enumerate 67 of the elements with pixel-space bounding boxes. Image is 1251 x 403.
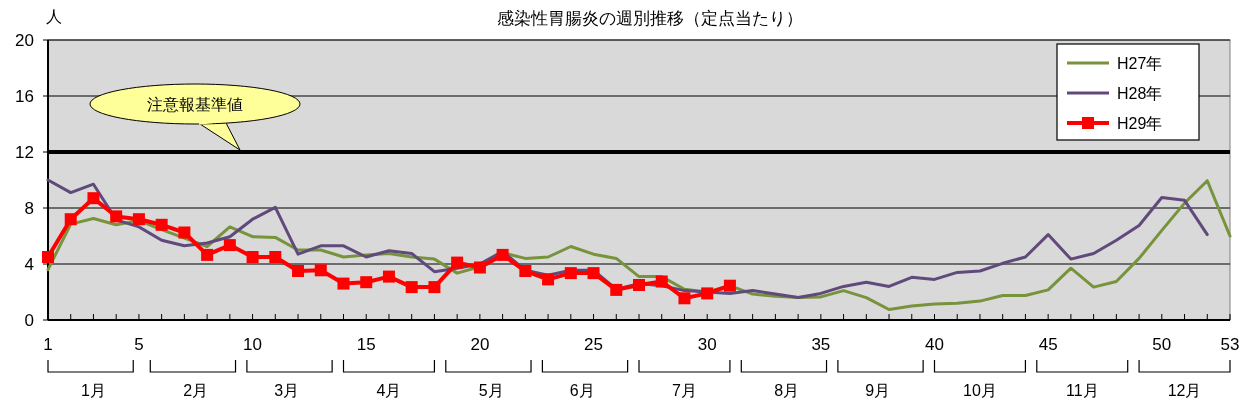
legend-label: H28年 xyxy=(1117,85,1163,102)
x-tick-label: 53 xyxy=(1220,335,1240,354)
y-tick-label: 12 xyxy=(15,143,34,162)
x-tick-label: 1 xyxy=(43,335,53,354)
point xyxy=(723,279,736,292)
text: 10月 xyxy=(963,382,997,399)
point xyxy=(542,273,555,286)
point xyxy=(360,276,373,289)
x-tick-label: 40 xyxy=(925,335,944,354)
x-tick-label: 35 xyxy=(811,335,831,354)
x-tick-label: 5 xyxy=(134,335,144,354)
y-tick-label: 20 xyxy=(15,31,34,50)
point xyxy=(87,192,100,205)
point xyxy=(564,267,577,280)
ref-line-label: 注意報基準値 xyxy=(147,96,243,113)
point xyxy=(678,292,691,305)
x-tick-label: 15 xyxy=(356,335,376,354)
text: 6月 xyxy=(569,382,595,399)
x-tick-label: 10 xyxy=(243,335,263,354)
point xyxy=(337,277,350,290)
text: 12月 xyxy=(1167,382,1202,399)
legend-label: H29年 xyxy=(1117,115,1163,132)
y-tick-label: 4 xyxy=(24,255,34,274)
text: 5月 xyxy=(478,382,504,399)
text: 9月 xyxy=(865,382,891,399)
text: 7月 xyxy=(672,382,697,399)
point xyxy=(473,261,486,274)
point xyxy=(655,275,668,288)
point xyxy=(382,270,395,283)
text: 8月 xyxy=(774,382,800,399)
x-tick-label: 20 xyxy=(470,335,490,354)
point xyxy=(64,213,77,226)
point xyxy=(587,267,600,280)
point xyxy=(610,283,623,296)
point xyxy=(428,281,441,294)
point xyxy=(42,251,54,263)
point xyxy=(292,265,305,277)
x-tick-label: 25 xyxy=(584,335,603,354)
y-tick-label: 16 xyxy=(15,87,34,106)
point xyxy=(451,256,464,269)
text: 4月 xyxy=(376,382,402,399)
point xyxy=(633,279,645,291)
point xyxy=(178,226,191,239)
chart-title: 感染性胃腸炎の週別推移（定点当たり） xyxy=(497,9,803,28)
point xyxy=(223,239,236,252)
y-tick-label: 0 xyxy=(24,311,34,330)
y-tick-label: 8 xyxy=(24,199,34,218)
point xyxy=(155,218,168,231)
point xyxy=(269,251,282,263)
legend-label: H27年 xyxy=(1117,55,1163,72)
x-tick-label: 45 xyxy=(1038,335,1058,354)
text: 11月 xyxy=(1065,382,1099,399)
x-tick-label: 30 xyxy=(697,335,717,354)
point xyxy=(132,213,145,226)
point xyxy=(110,210,123,223)
point xyxy=(201,248,214,261)
x-tick-label: 50 xyxy=(1152,335,1172,354)
text: 2月 xyxy=(183,382,209,399)
point xyxy=(246,251,259,263)
y-axis-title: 人 xyxy=(46,8,62,25)
text: 3月 xyxy=(274,382,300,399)
point xyxy=(405,281,418,294)
point xyxy=(519,265,532,277)
point xyxy=(314,264,327,277)
text: 1月 xyxy=(81,382,106,399)
point xyxy=(496,248,509,261)
point xyxy=(701,287,714,300)
